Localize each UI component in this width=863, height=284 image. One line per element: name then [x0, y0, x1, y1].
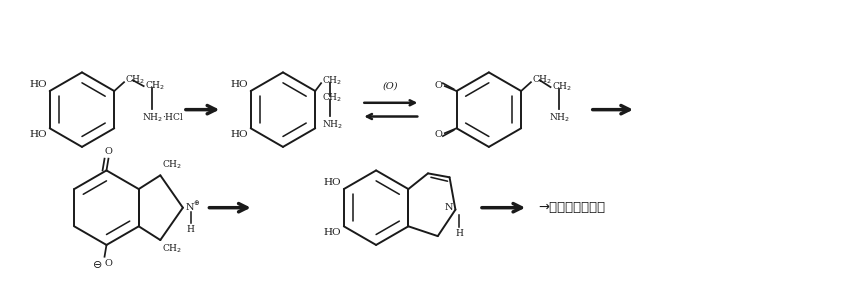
Text: O: O: [104, 147, 112, 156]
Text: O: O: [435, 81, 443, 90]
Text: CH$_2$: CH$_2$: [145, 80, 165, 92]
Text: HO: HO: [29, 130, 47, 139]
Text: H: H: [456, 229, 463, 238]
Text: (O): (O): [383, 81, 399, 90]
Text: NH$_2$: NH$_2$: [322, 118, 343, 131]
Text: CH$_2$: CH$_2$: [322, 75, 343, 87]
Text: CH$_2$: CH$_2$: [532, 74, 552, 87]
Text: CH$_2$: CH$_2$: [322, 92, 343, 104]
Text: H: H: [186, 225, 195, 234]
Text: CH$_2$: CH$_2$: [125, 74, 145, 87]
Text: N: N: [445, 203, 453, 212]
Text: N$^{\oplus}$: N$^{\oplus}$: [185, 200, 200, 213]
Text: CH$_2$: CH$_2$: [162, 243, 182, 256]
Text: CH$_2$: CH$_2$: [162, 159, 182, 172]
Text: HO: HO: [324, 178, 341, 187]
Text: HO: HO: [230, 80, 248, 89]
Text: NH$_2$·HCl: NH$_2$·HCl: [142, 112, 184, 124]
Text: CH$_2$: CH$_2$: [551, 81, 572, 93]
Text: O: O: [104, 259, 112, 268]
Text: HO: HO: [29, 80, 47, 89]
Text: NH$_2$: NH$_2$: [549, 112, 570, 124]
Text: HO: HO: [230, 130, 248, 139]
Text: $\ominus$: $\ominus$: [92, 259, 103, 270]
Text: →黑色素样聚合物: →黑色素样聚合物: [538, 201, 605, 214]
Text: HO: HO: [324, 228, 341, 237]
Text: O: O: [435, 130, 443, 139]
